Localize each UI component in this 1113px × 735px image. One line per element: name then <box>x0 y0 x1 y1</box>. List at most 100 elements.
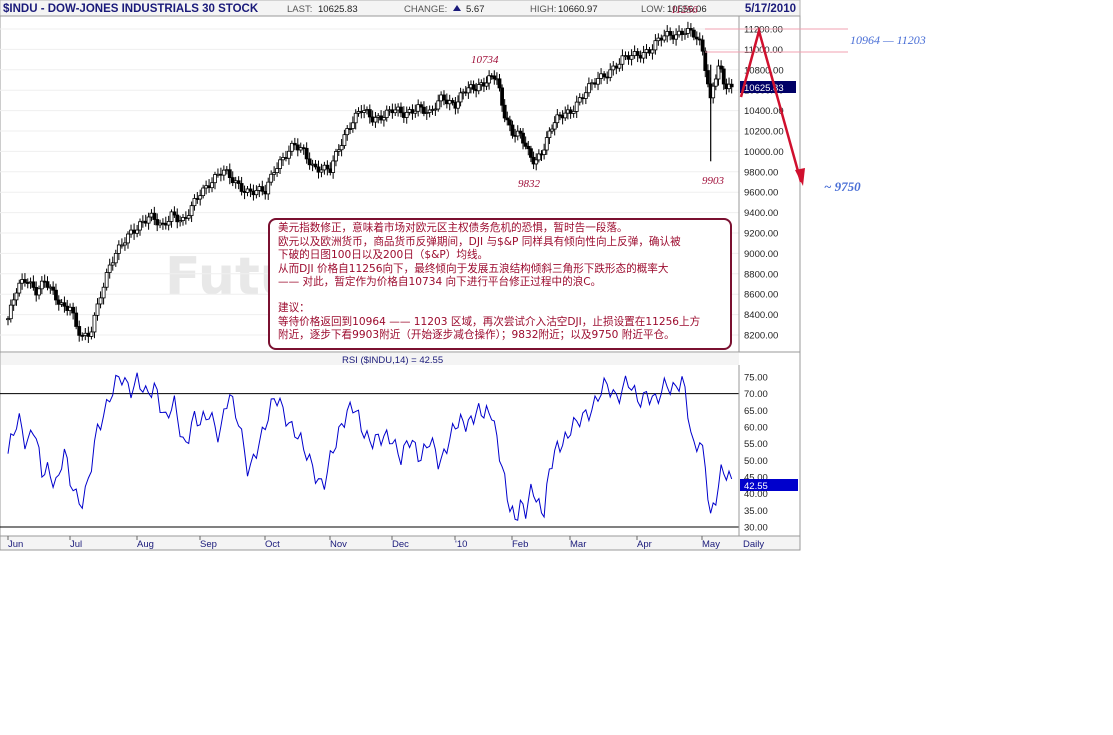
candle-body <box>287 150 291 159</box>
candle-body <box>37 288 41 296</box>
candle-body <box>257 186 262 191</box>
candle-body <box>671 34 676 40</box>
price-tick-label: 9200.00 <box>744 229 778 240</box>
candle-body <box>632 51 637 57</box>
note-line: 建议： <box>278 301 310 314</box>
last-value: 10625.83 <box>318 4 358 15</box>
candle-body <box>239 183 244 192</box>
candle-body <box>373 117 378 123</box>
candle-body <box>497 78 502 89</box>
price-tick-label: 9400.00 <box>744 208 778 219</box>
candle-body <box>719 65 724 70</box>
candle-body <box>427 109 432 113</box>
candle-body <box>382 117 386 121</box>
projection-arrowhead-icon <box>795 168 805 186</box>
candle-body <box>547 130 552 138</box>
candle-body <box>74 312 79 327</box>
key-point-label: 11256 <box>671 4 698 16</box>
candle-body <box>166 221 171 226</box>
candle-body <box>399 106 403 114</box>
candle-body <box>89 331 94 337</box>
candle-body <box>683 32 687 35</box>
rsi-panel <box>0 351 801 537</box>
low-label: LOW: <box>641 4 665 15</box>
candle-body <box>272 172 277 175</box>
candle-body <box>623 55 628 58</box>
candle-body <box>132 229 136 234</box>
candle-body <box>703 50 708 71</box>
x-tick-label: Aug <box>137 539 154 550</box>
candle-body <box>126 233 130 244</box>
x-tick-label: Mar <box>570 539 586 550</box>
candle-body <box>146 216 151 224</box>
candle-body <box>14 292 19 301</box>
price-tick-label: 10400.00 <box>744 106 784 117</box>
candle-body <box>98 297 103 305</box>
candle-body <box>620 55 625 65</box>
candle-body <box>242 191 247 193</box>
candle-body <box>204 185 209 189</box>
rsi-tick-label: 70.00 <box>744 389 768 400</box>
candle-body <box>422 106 426 114</box>
candle-body <box>713 78 718 87</box>
candle-body <box>711 85 716 99</box>
candle-body <box>568 109 573 114</box>
candle-body <box>181 217 185 221</box>
candle-body <box>641 52 646 59</box>
candle-body <box>586 83 591 94</box>
candle-body <box>583 92 588 99</box>
x-tick-label: Dec <box>392 539 409 550</box>
candle-body <box>656 37 661 42</box>
candle-body <box>590 82 594 85</box>
candle-body <box>281 157 285 161</box>
rsi-tick-label: 65.00 <box>744 406 768 417</box>
symbol-title: $INDU - DOW-JONES INDUSTRIALS 30 STOCK <box>3 3 259 15</box>
candle-body <box>674 34 678 40</box>
candle-body <box>534 159 539 165</box>
candle-body <box>17 282 22 294</box>
change-label: CHANGE: <box>404 4 447 15</box>
candle-body <box>518 130 523 134</box>
candle-body <box>275 168 279 174</box>
candle-body <box>51 286 56 291</box>
candle-body <box>626 55 631 60</box>
candle-body <box>218 173 223 176</box>
candle-body <box>289 142 294 152</box>
candle-body <box>31 281 36 288</box>
candle-body <box>668 31 673 36</box>
x-tick-label: Jul <box>70 539 82 550</box>
candle-body <box>348 128 352 130</box>
candle-body <box>617 63 622 69</box>
candle-body <box>155 219 160 226</box>
candle-body <box>56 299 61 305</box>
period-label: Daily <box>743 539 764 550</box>
candle-body <box>677 30 681 36</box>
candle-body <box>54 289 58 301</box>
candle-body <box>68 306 72 311</box>
candle-body <box>563 112 568 119</box>
candle-body <box>251 190 256 196</box>
candle-body <box>602 73 607 78</box>
zone-label: 10964 — 11203 <box>850 33 926 47</box>
candle-body <box>230 177 235 184</box>
price-tick-label: 9000.00 <box>744 249 778 260</box>
candle-body <box>424 112 429 114</box>
candle-body <box>319 169 324 173</box>
projection-arrow <box>739 26 803 183</box>
candle-body <box>178 220 183 223</box>
candle-body <box>269 173 274 183</box>
candle-body <box>450 100 455 103</box>
candle-body <box>45 281 50 288</box>
price-tick-label: 8200.00 <box>744 331 778 342</box>
candle-body <box>580 97 585 100</box>
x-tick-label: Nov <box>330 539 347 550</box>
candle-body <box>292 142 297 146</box>
rsi-last-value: 42.55 <box>744 481 768 492</box>
candle-body <box>536 153 541 161</box>
candle-body <box>706 70 710 85</box>
candle-body <box>210 182 214 189</box>
candle-body <box>577 97 582 103</box>
rsi-tick-label: 40.00 <box>744 489 768 500</box>
candle-body <box>313 163 318 168</box>
note-line: 下破的日图100日以及200日（$&P）均线。 <box>278 249 489 262</box>
